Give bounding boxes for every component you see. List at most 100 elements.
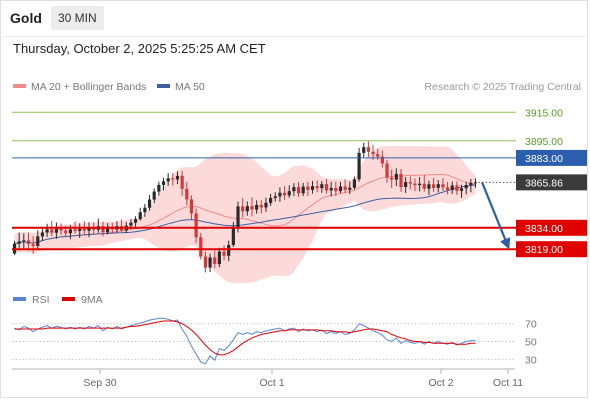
candle [147, 194, 152, 211]
candle [213, 250, 217, 269]
candle-body [296, 187, 301, 194]
candle-body [431, 184, 436, 188]
candle [362, 142, 366, 158]
candle [404, 177, 408, 193]
ma50-line [14, 184, 476, 245]
candle [138, 207, 142, 221]
candle-body [310, 186, 315, 190]
level-label-resistance: 3895.00 [525, 136, 563, 148]
symbol-title: Gold [10, 10, 42, 26]
last-price-label: 3865.86 [525, 177, 563, 189]
candle [133, 216, 138, 228]
candle-body [459, 188, 464, 191]
candle-body [292, 187, 296, 192]
rsi-legend: RSI 9MA [13, 294, 103, 306]
candle [222, 245, 226, 261]
ma20-legend-label: MA 20 + Bollinger Bands [31, 81, 146, 93]
candle [385, 159, 389, 183]
candle-body [436, 184, 440, 188]
candle [40, 227, 45, 241]
candle-body [334, 188, 338, 192]
candle-body [413, 183, 417, 186]
candle-body [324, 184, 329, 191]
candle [259, 199, 263, 214]
candle-body [64, 230, 68, 234]
candle [408, 176, 412, 190]
candle-body [362, 147, 366, 153]
candle-body [418, 183, 422, 186]
candle [296, 182, 301, 197]
candle-body [31, 244, 35, 246]
candle [445, 181, 450, 195]
candle-body [129, 222, 133, 226]
candle [459, 184, 464, 198]
rsi-ma-legend-label: 9MA [81, 294, 103, 306]
candle [455, 181, 459, 195]
candle-body [390, 177, 394, 180]
research-credit: Research © 2025 Trading Central [424, 81, 581, 93]
candle-body [138, 212, 142, 220]
candle [315, 180, 319, 193]
candle-body [255, 204, 259, 210]
candle-body [348, 187, 352, 190]
timestamp-text: Thursday, October 2, 2025 5:25:25 AM CET [13, 41, 266, 56]
candle [399, 169, 403, 192]
candle-body [189, 199, 194, 214]
candle-body [101, 226, 105, 233]
candle-body [245, 206, 249, 212]
candle [143, 203, 147, 217]
candle-body [59, 228, 63, 231]
candle [22, 233, 26, 250]
forecast-arrow [480, 181, 511, 250]
candle [422, 175, 426, 192]
candle [189, 195, 194, 220]
candle [231, 221, 235, 248]
candle [431, 177, 436, 192]
level-label-support: 3819.00 [525, 244, 563, 256]
candle [255, 200, 259, 214]
candle [320, 181, 324, 193]
candle-body [161, 181, 166, 185]
candle [36, 230, 40, 249]
candle-body [357, 152, 361, 180]
candle-body [147, 199, 152, 208]
ma20-legend-swatch [13, 84, 26, 88]
candle-body [441, 184, 445, 188]
candle-body [385, 163, 389, 178]
candle-body [185, 188, 189, 200]
candle-body [366, 147, 370, 152]
ma50-legend-label: MA 50 [175, 81, 205, 93]
candle-body [427, 184, 431, 189]
candle-body [45, 229, 49, 233]
candle-body [329, 188, 333, 191]
candle-body [194, 213, 198, 238]
candle-body [371, 151, 375, 155]
candle [324, 178, 329, 194]
candle [241, 198, 245, 218]
candle [390, 169, 394, 188]
rsi-tick-label: 70 [525, 319, 537, 331]
candle-body [250, 206, 254, 210]
timeframe-button[interactable]: 30 MIN [51, 6, 104, 30]
candle [17, 232, 21, 251]
candle-body [315, 186, 319, 189]
candle-body [455, 185, 459, 191]
candle-body [227, 244, 231, 256]
candle-body [180, 175, 184, 189]
candle [54, 222, 59, 239]
candle [292, 183, 296, 197]
candle [282, 186, 287, 200]
candle-body [404, 182, 408, 188]
candle-body [213, 257, 217, 265]
price-legend: MA 20 + Bollinger Bands MA 50 [13, 81, 205, 93]
candle-body [320, 184, 324, 189]
candle-body [22, 240, 26, 242]
candle-body [152, 191, 156, 200]
candle-body [469, 182, 473, 186]
candle-body [143, 207, 147, 213]
level-tag-support [516, 241, 587, 258]
x-tick-label: Oct 1 [259, 377, 284, 389]
x-tick-label: Oct 11 [493, 377, 523, 389]
candle-body [450, 185, 454, 190]
